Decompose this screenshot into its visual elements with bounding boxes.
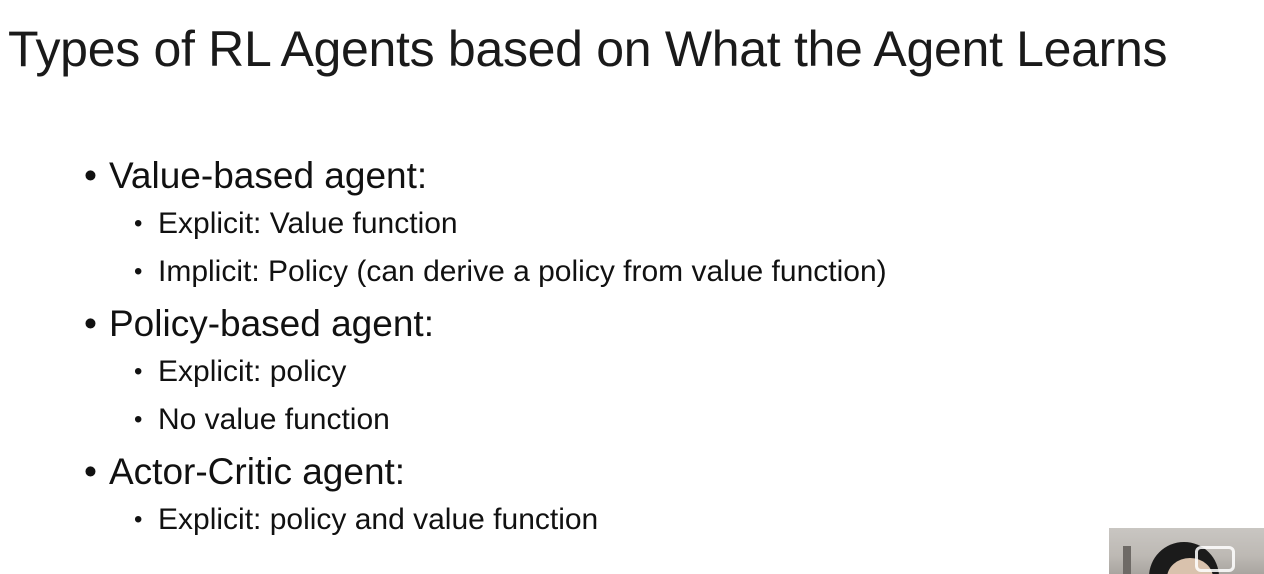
presenter-video-thumbnail[interactable]	[1109, 528, 1264, 574]
sub-bullet-list: • Explicit: policy and value function	[84, 496, 887, 544]
sub-bullet-item: • No value function	[134, 396, 887, 444]
bullet-item-value-based: • Value-based agent:	[84, 152, 887, 200]
sub-bullet-list: • Explicit: policy • No value function	[84, 348, 887, 444]
sub-bullet-label: No value function	[158, 403, 390, 436]
sub-bullet-item: • Implicit: Policy (can derive a policy …	[134, 248, 887, 296]
sub-bullet-item: • Explicit: policy	[134, 348, 887, 396]
sub-bullet-list: • Explicit: Value function • Implicit: P…	[84, 200, 887, 296]
sub-bullet-dot: •	[134, 406, 143, 433]
sub-bullet-label: Explicit: policy	[158, 355, 347, 388]
bullet-dot: •	[84, 155, 97, 196]
background-frame	[1123, 546, 1131, 574]
sub-bullet-dot: •	[134, 210, 143, 237]
sub-bullet-label: Explicit: policy and value function	[158, 503, 599, 536]
bullet-item-policy-based: • Policy-based agent:	[84, 300, 887, 348]
sub-bullet-label: Explicit: Value function	[158, 207, 458, 240]
bullet-list: • Value-based agent: • Explicit: Value f…	[84, 152, 887, 548]
sub-bullet-dot: •	[134, 258, 143, 285]
slide-title: Types of RL Agents based on What the Age…	[8, 21, 1168, 77]
tv-logo-icon	[1195, 546, 1235, 572]
bullet-label: Value-based agent:	[109, 155, 428, 196]
bullet-label: Actor-Critic agent:	[109, 451, 406, 492]
bullet-item-actor-critic: • Actor-Critic agent:	[84, 448, 887, 496]
sub-bullet-item: • Explicit: Value function	[134, 200, 887, 248]
sub-bullet-dot: •	[134, 358, 143, 385]
bullet-dot: •	[84, 451, 97, 492]
bullet-label: Policy-based agent:	[109, 303, 434, 344]
sub-bullet-item: • Explicit: policy and value function	[134, 496, 887, 544]
bullet-dot: •	[84, 303, 97, 344]
sub-bullet-dot: •	[134, 506, 143, 533]
sub-bullet-label: Implicit: Policy (can derive a policy fr…	[158, 255, 887, 288]
